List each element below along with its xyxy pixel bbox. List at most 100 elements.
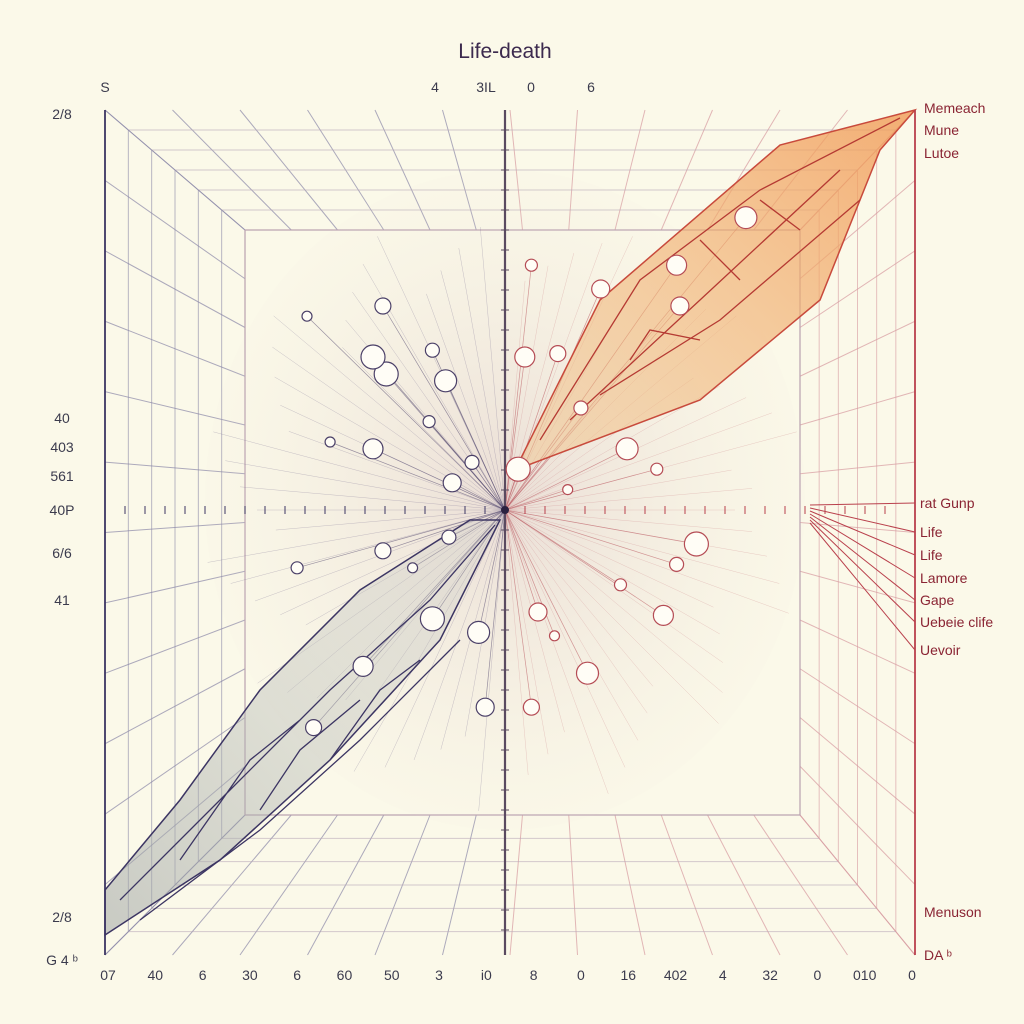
ray-fine xyxy=(280,404,506,511)
ray xyxy=(504,509,677,565)
legend-leader xyxy=(809,513,916,579)
ray-fine xyxy=(504,509,565,733)
data-point xyxy=(522,698,541,716)
ray-fine xyxy=(274,376,506,511)
ray-fine xyxy=(504,469,732,511)
data-point xyxy=(683,531,710,557)
data-point xyxy=(407,562,419,574)
ray-fine xyxy=(426,293,506,511)
left-tick-label: 2/8 xyxy=(52,106,72,122)
ray xyxy=(484,509,506,708)
ray xyxy=(452,482,506,511)
data-points xyxy=(290,206,758,737)
shaded-band-veins xyxy=(119,524,496,921)
ray-fine xyxy=(352,291,506,511)
data-point xyxy=(652,604,675,627)
legend-leaders xyxy=(809,502,916,651)
ray-fine xyxy=(272,346,506,511)
data-point xyxy=(467,620,491,645)
bottom-tick-label: 32 xyxy=(762,967,778,983)
data-point xyxy=(301,310,313,322)
right-label-mid: Uebeie clife xyxy=(920,614,993,630)
data-point xyxy=(613,578,628,592)
left-tick-label: 40 xyxy=(54,410,70,426)
ray-fine xyxy=(504,509,768,557)
ray-fine xyxy=(504,488,753,511)
ray xyxy=(504,489,568,511)
ray-fine xyxy=(273,315,506,511)
left-tick-label: 41 xyxy=(54,592,70,608)
bottom-tick-label: 6 xyxy=(199,967,207,983)
data-point xyxy=(374,542,392,560)
top-tick-label: 6 xyxy=(587,79,595,95)
bottom-tick-label: 8 xyxy=(530,967,538,983)
ray xyxy=(504,356,526,511)
legend-leader xyxy=(809,502,916,506)
right-label-mid: Uevoir xyxy=(920,642,961,658)
bottom-tick-label: 07 xyxy=(100,967,116,983)
data-point xyxy=(549,345,567,363)
bottom-tick-label: 010 xyxy=(853,967,877,983)
data-point xyxy=(562,484,574,496)
data-point xyxy=(324,436,336,448)
right-label-mid: Life xyxy=(920,547,943,563)
right-label-mid: Gape xyxy=(920,592,954,608)
data-point xyxy=(360,344,386,370)
bottom-tick-label: 16 xyxy=(620,967,636,983)
chart-title: Life-death xyxy=(458,40,551,63)
origin xyxy=(501,506,509,514)
data-point xyxy=(442,473,462,493)
legend-leader xyxy=(809,516,916,601)
ray-fine xyxy=(504,509,789,614)
left-tick-label: 6/6 xyxy=(52,545,72,561)
left-tick-label: 403 xyxy=(50,439,74,455)
ray xyxy=(504,509,697,545)
left-tick-label: 561 xyxy=(50,468,74,484)
top-tick-labels: S 4 3IL 0 6 xyxy=(100,79,595,95)
ray xyxy=(329,441,506,511)
ray-fine xyxy=(504,509,719,724)
data-point xyxy=(464,454,480,470)
ray-fine xyxy=(288,431,506,511)
right-label-bottom: Menuson xyxy=(924,904,982,920)
ray-fine xyxy=(504,509,549,755)
ray-fine xyxy=(342,347,506,511)
data-point xyxy=(524,258,539,272)
data-point xyxy=(615,437,639,461)
top-tick-label: 4 xyxy=(431,79,439,95)
top-tick-label: S xyxy=(100,79,109,95)
right-label-mid: Life xyxy=(920,524,943,540)
data-point xyxy=(422,415,436,429)
data-point xyxy=(591,279,611,299)
ray-fine xyxy=(384,509,506,768)
shaded-band xyxy=(104,519,502,937)
ray xyxy=(478,509,506,633)
ray-fine xyxy=(504,509,529,776)
bottom-tick-label: 3 xyxy=(435,967,443,983)
ray xyxy=(504,509,539,613)
ray-fine xyxy=(504,509,724,663)
bottom-tick-label: 0 xyxy=(577,967,585,983)
ray-fine xyxy=(504,509,654,687)
ray-fine xyxy=(504,509,753,532)
ray-fine xyxy=(275,509,506,531)
ray-fine xyxy=(504,509,626,768)
left-tick-label: 40P xyxy=(50,502,75,518)
ray-fine xyxy=(213,431,506,511)
left-tick-label: G 4 ᵇ xyxy=(46,952,78,968)
data-point xyxy=(475,697,495,717)
data-point xyxy=(373,361,399,387)
ray-fine xyxy=(504,509,723,693)
axes xyxy=(104,109,916,956)
ray-fine xyxy=(504,509,609,794)
data-point xyxy=(505,456,531,482)
orange-band xyxy=(513,108,918,472)
data-point xyxy=(575,661,600,685)
ray-fine xyxy=(230,509,506,584)
bottom-tick-label: 0 xyxy=(814,967,822,983)
data-point xyxy=(441,529,457,545)
data-point xyxy=(305,718,323,737)
ray-fine xyxy=(413,509,506,761)
left-tick-labels: 2/8 40 403 561 40P 6/6 41 2/8 G 4 ᵇ xyxy=(46,106,78,968)
